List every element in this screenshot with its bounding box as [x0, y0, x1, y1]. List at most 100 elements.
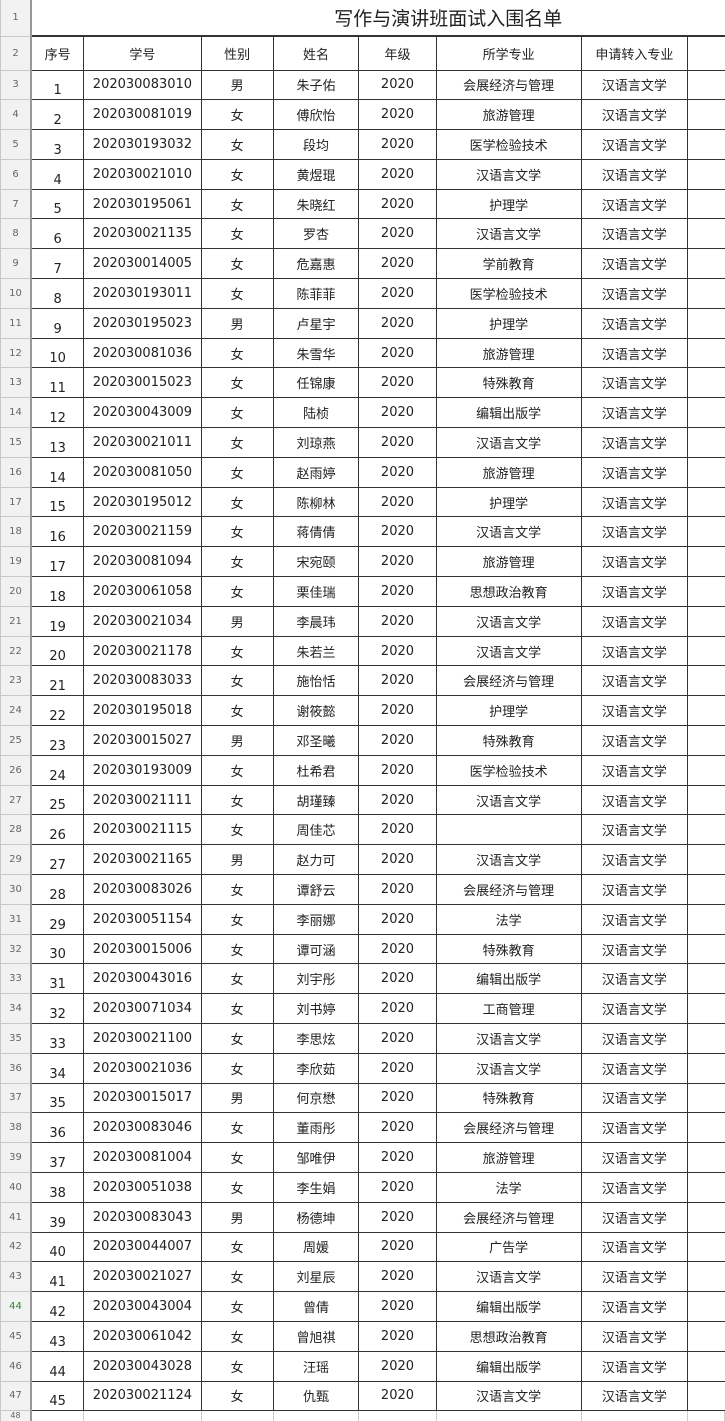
cell-target-major[interactable]: 汉语言文学	[580, 1320, 689, 1352]
cell-target-major[interactable]: 汉语言文学	[580, 1350, 689, 1382]
cell-target-major[interactable]: 汉语言文学	[580, 1171, 689, 1203]
cell-target-major[interactable]: 汉语言文学	[580, 874, 689, 905]
cell-student-id[interactable]: 202030081036	[83, 337, 202, 369]
cell-gender[interactable]: 女	[200, 1142, 274, 1173]
cell-seq[interactable]: 21	[30, 665, 85, 697]
cell-grade[interactable]: 2020	[358, 576, 437, 607]
cell-seq[interactable]: 32	[30, 993, 85, 1024]
cell-current-major[interactable]: 会展经济与管理	[435, 665, 582, 697]
cell-gender[interactable]: 女	[200, 635, 274, 667]
row-header[interactable]: 39	[0, 1142, 32, 1173]
row-header[interactable]: 38	[0, 1112, 32, 1144]
cell-seq[interactable]: 23	[30, 725, 85, 756]
empty-cell[interactable]	[687, 695, 725, 727]
empty-cell[interactable]	[687, 1112, 725, 1144]
empty-cell[interactable]	[687, 456, 725, 488]
row-header[interactable]: 37	[0, 1082, 32, 1114]
cell-current-major[interactable]: 护理学	[435, 188, 582, 220]
cell-gender[interactable]: 女	[200, 158, 274, 190]
empty-cell[interactable]	[687, 933, 725, 965]
cell-seq[interactable]: 3	[30, 129, 85, 160]
cell-gender[interactable]: 女	[200, 1231, 274, 1263]
cell-target-major[interactable]: 汉语言文学	[580, 665, 689, 697]
sheet-title[interactable]: 写作与演讲班面试入围名单	[31, 0, 725, 37]
row-header[interactable]: 35	[0, 1023, 32, 1054]
empty-cell[interactable]	[687, 903, 725, 935]
cell-current-major[interactable]: 汉语言文学	[435, 1261, 582, 1293]
cell-student-id[interactable]: 202030081004	[83, 1142, 202, 1173]
cell-student-id[interactable]: 202030021034	[83, 605, 202, 637]
cell-seq[interactable]: 37	[30, 1142, 85, 1173]
cell-name[interactable]: 赵雨婷	[272, 456, 360, 488]
cell-seq[interactable]: 24	[30, 754, 85, 786]
cell-gender[interactable]: 男	[200, 1082, 274, 1114]
cell-name[interactable]: 栗佳瑞	[272, 576, 360, 607]
cell-seq[interactable]: 25	[30, 784, 85, 816]
cell-current-major[interactable]: 汉语言文学	[435, 158, 582, 190]
cell-target-major[interactable]: 汉语言文学	[580, 1142, 689, 1173]
header-student-id[interactable]: 学号	[83, 35, 202, 71]
cell-seq[interactable]: 4	[30, 158, 85, 190]
cell-current-major[interactable]: 旅游管理	[435, 546, 582, 578]
empty-cell[interactable]	[687, 963, 725, 995]
row-header[interactable]: 19	[0, 546, 32, 578]
cell-target-major[interactable]: 汉语言文学	[580, 635, 689, 667]
cell-name[interactable]: 朱晓红	[272, 188, 360, 220]
cell-name[interactable]: 邹唯伊	[272, 1142, 360, 1173]
row-header[interactable]: 36	[0, 1052, 32, 1084]
row-header[interactable]: 16	[0, 456, 32, 488]
row-header[interactable]: 28	[0, 814, 32, 846]
cell-grade[interactable]: 2020	[358, 516, 437, 548]
cell-student-id[interactable]: 202030014005	[83, 248, 202, 280]
cell-target-major[interactable]: 汉语言文学	[580, 69, 689, 101]
cell-student-id[interactable]: 202030193009	[83, 754, 202, 786]
row-header[interactable]: 24	[0, 695, 32, 727]
empty-cell[interactable]	[687, 69, 725, 101]
empty-cell[interactable]	[687, 397, 725, 429]
cell-student-id[interactable]: 202030015027	[83, 725, 202, 756]
row-header[interactable]: 5	[0, 129, 32, 160]
cell-grade[interactable]: 2020	[358, 1052, 437, 1084]
cell-name[interactable]: 罗杏	[272, 218, 360, 250]
cell-seq[interactable]: 42	[30, 1291, 85, 1322]
cell-target-major[interactable]: 汉语言文学	[580, 158, 689, 190]
cell-grade[interactable]: 2020	[358, 695, 437, 727]
empty-cell[interactable]	[687, 188, 725, 220]
cell-gender[interactable]: 女	[200, 1112, 274, 1144]
cell-target-major[interactable]: 汉语言文学	[580, 1201, 689, 1233]
empty-cell[interactable]	[687, 278, 725, 309]
cell-current-major[interactable]: 旅游管理	[435, 99, 582, 131]
cell-gender[interactable]: 女	[200, 129, 274, 160]
cell-name[interactable]: 陈菲菲	[272, 278, 360, 309]
empty-cell[interactable]	[83, 1410, 202, 1421]
row-header[interactable]: 46	[0, 1350, 32, 1382]
cell-name[interactable]: 赵力可	[272, 844, 360, 876]
cell-grade[interactable]: 2020	[358, 278, 437, 309]
row-header[interactable]: 20	[0, 576, 32, 607]
cell-student-id[interactable]: 202030021159	[83, 516, 202, 548]
cell-target-major[interactable]: 汉语言文学	[580, 695, 689, 727]
cell-gender[interactable]: 女	[200, 1291, 274, 1322]
empty-cell[interactable]	[687, 218, 725, 250]
cell-grade[interactable]: 2020	[358, 218, 437, 250]
cell-student-id[interactable]: 202030043028	[83, 1350, 202, 1382]
row-header[interactable]: 18	[0, 516, 32, 548]
cell-target-major[interactable]: 汉语言文学	[580, 814, 689, 846]
cell-gender[interactable]: 女	[200, 903, 274, 935]
cell-current-major[interactable]: 护理学	[435, 486, 582, 518]
cell-student-id[interactable]: 202030044007	[83, 1231, 202, 1263]
row-header[interactable]: 1	[0, 0, 32, 37]
cell-target-major[interactable]: 汉语言文学	[580, 784, 689, 816]
cell-current-major[interactable]: 广告学	[435, 1231, 582, 1263]
row-header[interactable]: 15	[0, 427, 32, 458]
cell-current-major[interactable]: 汉语言文学	[435, 516, 582, 548]
cell-gender[interactable]: 女	[200, 665, 274, 697]
cell-current-major[interactable]: 旅游管理	[435, 337, 582, 369]
empty-cell[interactable]	[580, 1410, 689, 1421]
cell-gender[interactable]: 女	[200, 516, 274, 548]
cell-name[interactable]: 曾倩	[272, 1291, 360, 1322]
cell-seq[interactable]: 2	[30, 99, 85, 131]
row-header[interactable]: 11	[0, 307, 32, 339]
cell-grade[interactable]: 2020	[358, 814, 437, 846]
cell-name[interactable]: 陈柳林	[272, 486, 360, 518]
